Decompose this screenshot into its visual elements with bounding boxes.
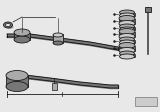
Ellipse shape <box>14 29 30 36</box>
Bar <box>120 54 135 56</box>
Ellipse shape <box>120 37 135 42</box>
Bar <box>145 7 151 12</box>
Ellipse shape <box>119 42 135 48</box>
Bar <box>135 97 157 106</box>
Ellipse shape <box>6 70 28 81</box>
Ellipse shape <box>120 10 135 15</box>
Ellipse shape <box>119 28 135 34</box>
Ellipse shape <box>5 24 11 27</box>
Ellipse shape <box>119 33 135 40</box>
Bar <box>52 83 57 90</box>
Bar <box>53 34 63 43</box>
Ellipse shape <box>119 20 135 27</box>
Ellipse shape <box>53 41 63 45</box>
Ellipse shape <box>120 13 135 18</box>
Ellipse shape <box>120 27 135 32</box>
Bar <box>14 32 30 40</box>
Bar <box>119 45 135 51</box>
Ellipse shape <box>119 47 135 54</box>
Ellipse shape <box>53 33 63 37</box>
Ellipse shape <box>7 25 13 29</box>
Bar <box>120 27 135 29</box>
Bar <box>6 75 28 86</box>
Ellipse shape <box>120 54 135 59</box>
Ellipse shape <box>119 15 135 22</box>
Ellipse shape <box>120 40 135 45</box>
Ellipse shape <box>120 24 135 29</box>
Ellipse shape <box>120 51 135 56</box>
Ellipse shape <box>6 82 28 92</box>
Bar <box>119 18 135 24</box>
Ellipse shape <box>4 22 12 28</box>
Bar <box>119 31 135 37</box>
Bar <box>120 13 135 15</box>
Ellipse shape <box>14 36 30 43</box>
Bar <box>120 40 135 42</box>
